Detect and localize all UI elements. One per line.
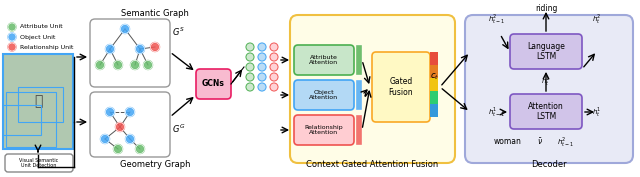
Circle shape — [106, 44, 115, 53]
Text: $c_t$: $c_t$ — [431, 72, 440, 82]
FancyBboxPatch shape — [5, 154, 73, 172]
Circle shape — [143, 61, 152, 70]
Bar — [6, 92, 56, 147]
Bar — [430, 65, 438, 78]
Text: Context Gated Attention Fusion: Context Gated Attention Fusion — [306, 160, 438, 169]
Circle shape — [258, 73, 266, 81]
Circle shape — [8, 23, 16, 31]
FancyBboxPatch shape — [510, 94, 582, 129]
Circle shape — [258, 63, 266, 71]
Bar — [356, 80, 362, 110]
Text: $G^S$: $G^S$ — [172, 26, 185, 38]
Bar — [430, 104, 438, 117]
FancyBboxPatch shape — [90, 19, 170, 87]
Text: Visual Semantic
Unit Detection: Visual Semantic Unit Detection — [19, 158, 59, 168]
Text: $\bar{\nu}$: $\bar{\nu}$ — [537, 137, 543, 147]
Text: Relationship
Attention: Relationship Attention — [305, 125, 343, 135]
Circle shape — [270, 43, 278, 51]
Text: Gated
Fusion: Gated Fusion — [388, 77, 413, 97]
Circle shape — [8, 33, 16, 41]
Text: woman: woman — [494, 138, 522, 147]
Text: Language
LSTM: Language LSTM — [527, 42, 565, 61]
Bar — [356, 115, 362, 145]
Circle shape — [95, 61, 104, 70]
Text: $h^1_t$: $h^1_t$ — [592, 105, 602, 119]
Circle shape — [125, 107, 134, 116]
Bar — [430, 78, 438, 91]
Text: Geometry Graph: Geometry Graph — [120, 160, 190, 169]
Circle shape — [113, 61, 122, 70]
Text: Object
Attention: Object Attention — [309, 90, 339, 100]
Circle shape — [258, 83, 266, 91]
Circle shape — [120, 24, 129, 33]
Circle shape — [115, 122, 125, 132]
Circle shape — [246, 43, 254, 51]
FancyBboxPatch shape — [465, 15, 633, 163]
Text: Attribute
Attention: Attribute Attention — [309, 55, 339, 65]
Circle shape — [246, 83, 254, 91]
Text: Attention
LSTM: Attention LSTM — [528, 102, 564, 121]
Circle shape — [150, 42, 159, 52]
Circle shape — [8, 43, 16, 51]
Circle shape — [270, 73, 278, 81]
Circle shape — [131, 61, 140, 70]
Circle shape — [270, 53, 278, 61]
Text: Attribute Unit: Attribute Unit — [20, 24, 63, 30]
Text: $G^G$: $G^G$ — [172, 123, 186, 135]
Circle shape — [106, 107, 115, 116]
Circle shape — [125, 135, 134, 144]
FancyBboxPatch shape — [294, 45, 354, 75]
FancyBboxPatch shape — [372, 52, 430, 122]
Circle shape — [246, 73, 254, 81]
Text: $h^2_t$: $h^2_t$ — [592, 12, 602, 26]
Text: Decoder: Decoder — [531, 160, 567, 169]
Bar — [430, 91, 438, 104]
FancyBboxPatch shape — [294, 115, 354, 145]
Circle shape — [270, 83, 278, 91]
Text: $h^2_{t-1}$: $h^2_{t-1}$ — [557, 135, 573, 149]
Circle shape — [246, 53, 254, 61]
Circle shape — [100, 135, 109, 144]
FancyBboxPatch shape — [510, 34, 582, 69]
Circle shape — [270, 63, 278, 71]
Circle shape — [258, 43, 266, 51]
Text: riding: riding — [535, 4, 557, 13]
Circle shape — [136, 144, 145, 153]
Text: 🐴: 🐴 — [34, 95, 42, 109]
Text: Relationship Unit: Relationship Unit — [20, 44, 74, 50]
Bar — [3, 54, 73, 149]
Text: $h^1_{t-1}$: $h^1_{t-1}$ — [488, 105, 504, 119]
Bar — [430, 52, 438, 65]
Bar — [356, 45, 362, 75]
FancyBboxPatch shape — [90, 92, 170, 157]
Circle shape — [246, 63, 254, 71]
Text: Semantic Graph: Semantic Graph — [121, 9, 189, 18]
Text: Object Unit: Object Unit — [20, 35, 56, 39]
Circle shape — [136, 44, 145, 53]
Text: $h^1_t$: $h^1_t$ — [541, 74, 551, 88]
Text: GCNs: GCNs — [202, 79, 225, 88]
Circle shape — [258, 53, 266, 61]
FancyBboxPatch shape — [294, 80, 354, 110]
Bar — [3, 105, 41, 135]
Circle shape — [113, 144, 122, 153]
FancyBboxPatch shape — [290, 15, 455, 163]
Bar — [18, 87, 63, 122]
Text: $h^2_{t-1}$: $h^2_{t-1}$ — [488, 12, 504, 26]
FancyBboxPatch shape — [196, 69, 231, 99]
